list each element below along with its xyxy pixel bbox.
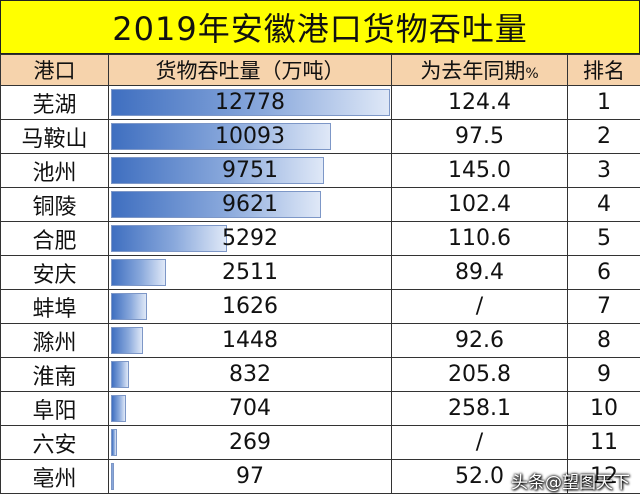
yoy-value: 124.4 [391,85,568,120]
volume-bar [111,157,324,184]
table-row: 芜湖 12778 124.4 1 [0,85,640,120]
rank-value: 12 [567,459,640,494]
volume-value: 1626 [222,294,278,319]
port-name: 马鞍山 [0,119,109,154]
volume-value: 5292 [222,226,278,251]
port-name: 池州 [0,153,109,188]
volume-cell: 9621 [108,187,392,222]
port-name: 芜湖 [0,85,109,120]
yoy-value: 110.6 [391,221,568,256]
volume-cell: 97 [108,459,392,494]
table-row: 合肥 5292 110.6 5 [0,221,640,256]
table-row: 铜陵 9621 102.4 4 [0,187,640,222]
volume-cell: 269 [108,425,392,460]
volume-cell: 832 [108,357,392,392]
volume-value: 9621 [222,192,278,217]
volume-bar [111,463,114,490]
rank-value: 1 [567,85,640,120]
port-name: 蚌埠 [0,289,109,324]
port-name: 合肥 [0,221,109,256]
rank-value: 2 [567,119,640,154]
yoy-value: 145.0 [391,153,568,188]
port-name: 铜陵 [0,187,109,222]
yoy-value: 89.4 [391,255,568,290]
yoy-value: / [391,425,568,460]
rank-value: 8 [567,323,640,358]
port-name: 淮南 [0,357,109,392]
volume-bar [111,293,147,320]
header-yoy-unit: % [525,66,539,82]
header-port: 港口 [0,54,109,86]
yoy-value: 97.5 [391,119,568,154]
table-row: 安庆 2511 89.4 6 [0,255,640,290]
header-row: 港口 货物吞吐量（万吨） 为去年同期% 排名 [0,54,640,86]
volume-cell: 10093 [108,119,392,154]
volume-bar [111,429,117,456]
table-row: 马鞍山 10093 97.5 2 [0,119,640,154]
volume-bar [111,225,227,252]
volume-value: 9751 [222,158,278,183]
volume-value: 2511 [222,260,278,285]
volume-value: 704 [229,396,271,421]
yoy-value: 92.6 [391,323,568,358]
volume-cell: 704 [108,391,392,426]
volume-cell: 9751 [108,153,392,188]
volume-bar [111,191,321,218]
volume-bar [111,123,331,150]
header-volume: 货物吞吐量（万吨） [108,54,392,86]
port-name: 滁州 [0,323,109,358]
table-row: 亳州 97 52.0 12 [0,459,640,494]
chart-title: 2019年安徽港口货物吞吐量 [0,0,640,54]
rank-value: 10 [567,391,640,426]
volume-cell: 1448 [108,323,392,358]
port-name: 阜阳 [0,391,109,426]
volume-value: 269 [229,430,271,455]
watermark-text: 头条@望图天下 [511,473,630,493]
rank-value: 4 [567,187,640,222]
volume-bar [111,361,129,388]
volume-value: 1448 [222,328,278,353]
table-row: 池州 9751 145.0 3 [0,153,640,188]
table-row: 淮南 832 205.8 9 [0,357,640,392]
volume-value: 97 [236,464,264,489]
volume-value: 832 [229,362,271,387]
volume-bar [111,395,126,422]
volume-bar [111,259,166,286]
header-rank: 排名 [567,54,640,86]
table-row: 六安 269 /11 [0,425,640,460]
rank-value: 5 [567,221,640,256]
volume-bar [111,327,143,354]
volume-bar [111,89,390,116]
port-name: 亳州 [0,459,109,494]
header-yoy: 为去年同期% [391,54,568,86]
rank-value: 11 [567,425,640,460]
rank-value: 6 [567,255,640,290]
volume-cell: 2511 [108,255,392,290]
volume-value: 12778 [215,90,285,115]
table-row: 蚌埠 1626 /7 [0,289,640,324]
yoy-value: 258.1 [391,391,568,426]
volume-cell: 1626 [108,289,392,324]
yoy-value: 205.8 [391,357,568,392]
yoy-value: / [391,289,568,324]
volume-value: 10093 [215,124,285,149]
port-name: 六安 [0,425,109,460]
rank-value: 7 [567,289,640,324]
table-row: 阜阳 704 258.1 10 [0,391,640,426]
rank-value: 3 [567,153,640,188]
yoy-value: 52.0 [391,459,568,494]
yoy-value: 102.4 [391,187,568,222]
table-body: 芜湖 12778 124.4 1 马鞍山 10093 97.5 2 池州 9751 145.0 3 铜陵… [0,85,640,494]
port-name: 安庆 [0,255,109,290]
rank-value: 9 [567,357,640,392]
table-row: 滁州 1448 92.6 8 [0,323,640,358]
throughput-table: 港口 货物吞吐量（万吨） 为去年同期% 排名 芜湖 12778 124.4 1 马鞍山 1… [0,54,640,494]
volume-cell: 12778 [108,85,392,120]
volume-cell: 5292 [108,221,392,256]
header-yoy-label: 为去年同期 [420,59,526,83]
